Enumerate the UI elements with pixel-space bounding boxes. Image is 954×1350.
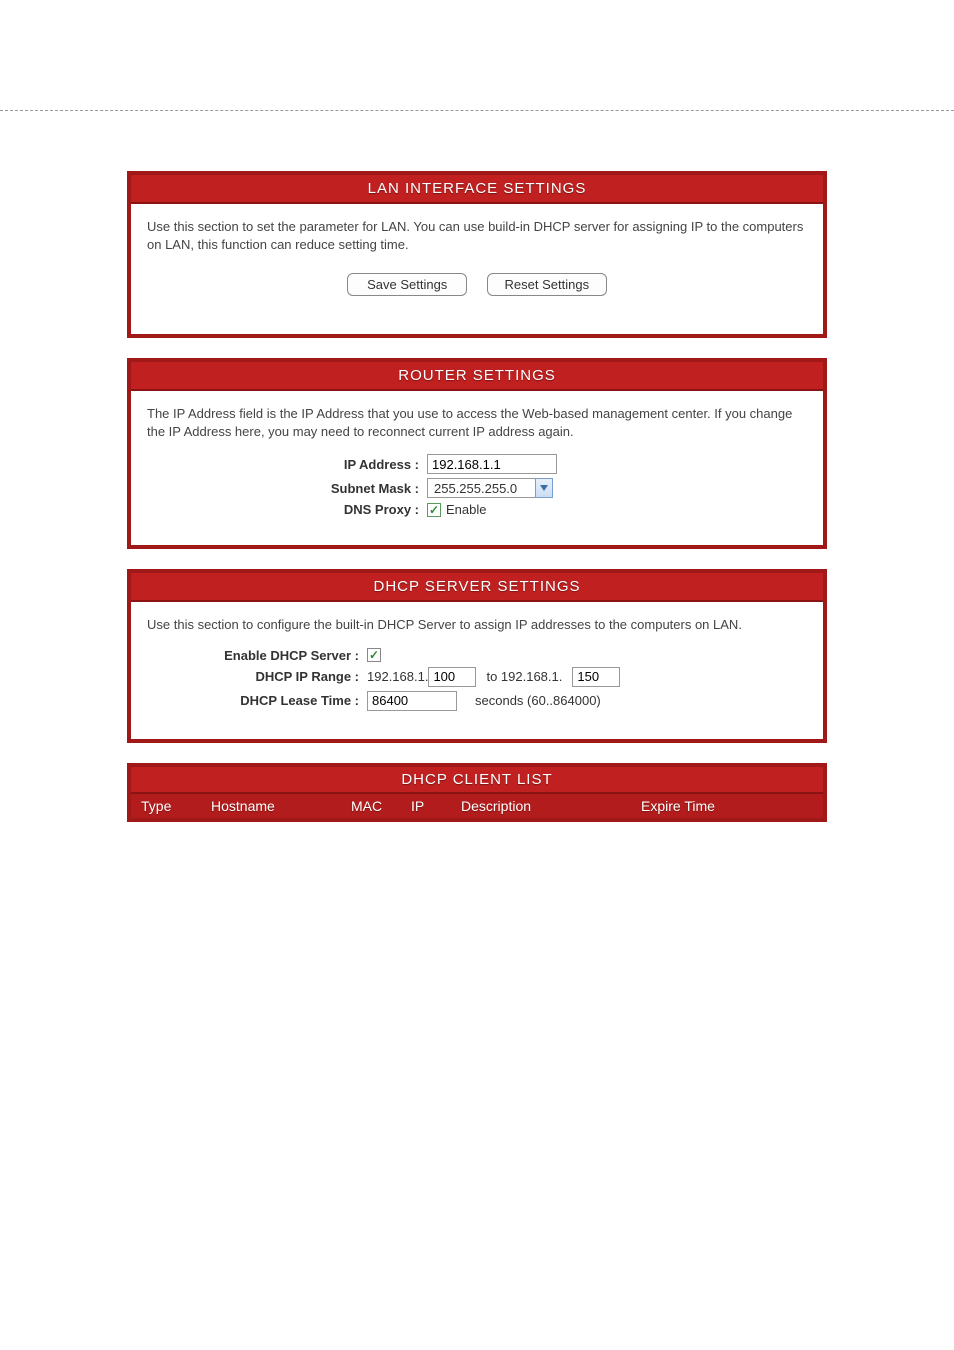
col-ip: IP xyxy=(405,797,455,815)
enable-dhcp-checkbox[interactable] xyxy=(367,648,381,662)
col-mac: MAC xyxy=(345,797,405,815)
dns-proxy-label: DNS Proxy : xyxy=(147,502,427,517)
router-panel: ROUTER SETTINGS The IP Address field is … xyxy=(127,358,827,549)
dhcp-panel-title: DHCP SERVER SETTINGS xyxy=(131,573,823,602)
client-list-header-row: Type Hostname MAC IP Description Expire … xyxy=(131,794,823,818)
dhcp-range-label: DHCP IP Range : xyxy=(147,669,367,684)
lan-panel: LAN INTERFACE SETTINGS Use this section … xyxy=(127,171,827,338)
client-list-panel: DHCP CLIENT LIST Type Hostname MAC IP De… xyxy=(127,763,827,822)
subnet-mask-select[interactable]: 255.255.255.0 xyxy=(427,478,553,498)
dhcp-lease-input[interactable] xyxy=(367,691,457,711)
dns-proxy-enable-text: Enable xyxy=(446,502,486,517)
client-list-title: DHCP CLIENT LIST xyxy=(131,767,823,794)
dhcp-description: Use this section to configure the built-… xyxy=(147,616,807,634)
router-panel-title: ROUTER SETTINGS xyxy=(131,362,823,391)
dhcp-panel: DHCP SERVER SETTINGS Use this section to… xyxy=(127,569,827,743)
col-description: Description xyxy=(455,797,635,815)
ip-address-input[interactable] xyxy=(427,454,557,474)
subnet-mask-value: 255.255.255.0 xyxy=(427,478,535,498)
dhcp-range-start-input[interactable] xyxy=(428,667,476,687)
chevron-down-icon[interactable] xyxy=(535,478,553,498)
save-settings-button[interactable]: Save Settings xyxy=(347,273,467,296)
dhcp-range-end-input[interactable] xyxy=(572,667,620,687)
enable-dhcp-label: Enable DHCP Server : xyxy=(147,648,367,663)
dhcp-range-prefix1: 192.168.1. xyxy=(367,669,428,684)
dhcp-lease-label: DHCP Lease Time : xyxy=(147,693,367,708)
dhcp-range-middle: to 192.168.1. xyxy=(476,669,572,684)
lan-panel-title: LAN INTERFACE SETTINGS xyxy=(131,175,823,204)
page-divider xyxy=(0,110,954,111)
col-type: Type xyxy=(135,797,205,815)
subnet-mask-label: Subnet Mask : xyxy=(147,481,427,496)
col-expire: Expire Time xyxy=(635,797,819,815)
reset-settings-button[interactable]: Reset Settings xyxy=(487,273,607,296)
lan-description: Use this section to set the parameter fo… xyxy=(147,218,807,253)
ip-address-label: IP Address : xyxy=(147,457,427,472)
dns-proxy-checkbox[interactable] xyxy=(427,503,441,517)
router-description: The IP Address field is the IP Address t… xyxy=(147,405,807,440)
col-hostname: Hostname xyxy=(205,797,345,815)
dhcp-lease-suffix: seconds (60..864000) xyxy=(457,693,601,708)
